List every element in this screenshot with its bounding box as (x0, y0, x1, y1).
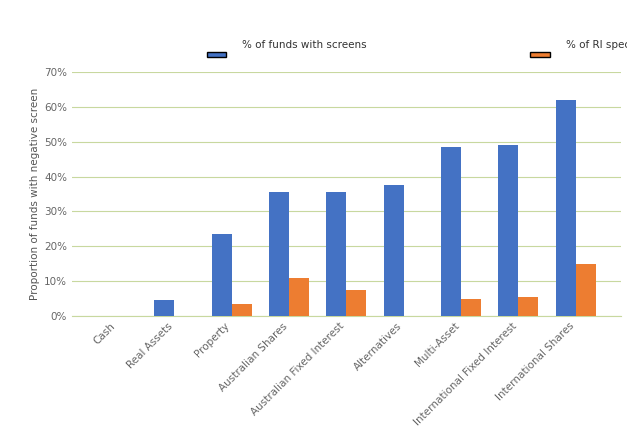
Bar (232, 304, 252, 316)
Bar (346, 290, 367, 316)
Bar (576, 264, 596, 316)
FancyBboxPatch shape (207, 52, 226, 58)
Bar (556, 100, 576, 316)
Bar (289, 278, 309, 316)
Bar (461, 299, 481, 316)
Bar (212, 234, 232, 316)
Bar (154, 301, 174, 316)
Text: Zenith APL - Presence of negative screens by asset class: Zenith APL - Presence of negative screen… (8, 12, 541, 30)
Y-axis label: Proportion of funds with negative screen: Proportion of funds with negative screen (30, 88, 40, 300)
FancyBboxPatch shape (530, 52, 550, 58)
Bar (269, 192, 289, 316)
Bar (498, 145, 519, 316)
Bar (384, 185, 404, 316)
Text: % of RI specific funds: % of RI specific funds (566, 40, 627, 50)
Bar (326, 192, 346, 316)
Bar (519, 297, 539, 316)
Text: % of funds with screens: % of funds with screens (242, 40, 367, 50)
Bar (441, 147, 461, 316)
